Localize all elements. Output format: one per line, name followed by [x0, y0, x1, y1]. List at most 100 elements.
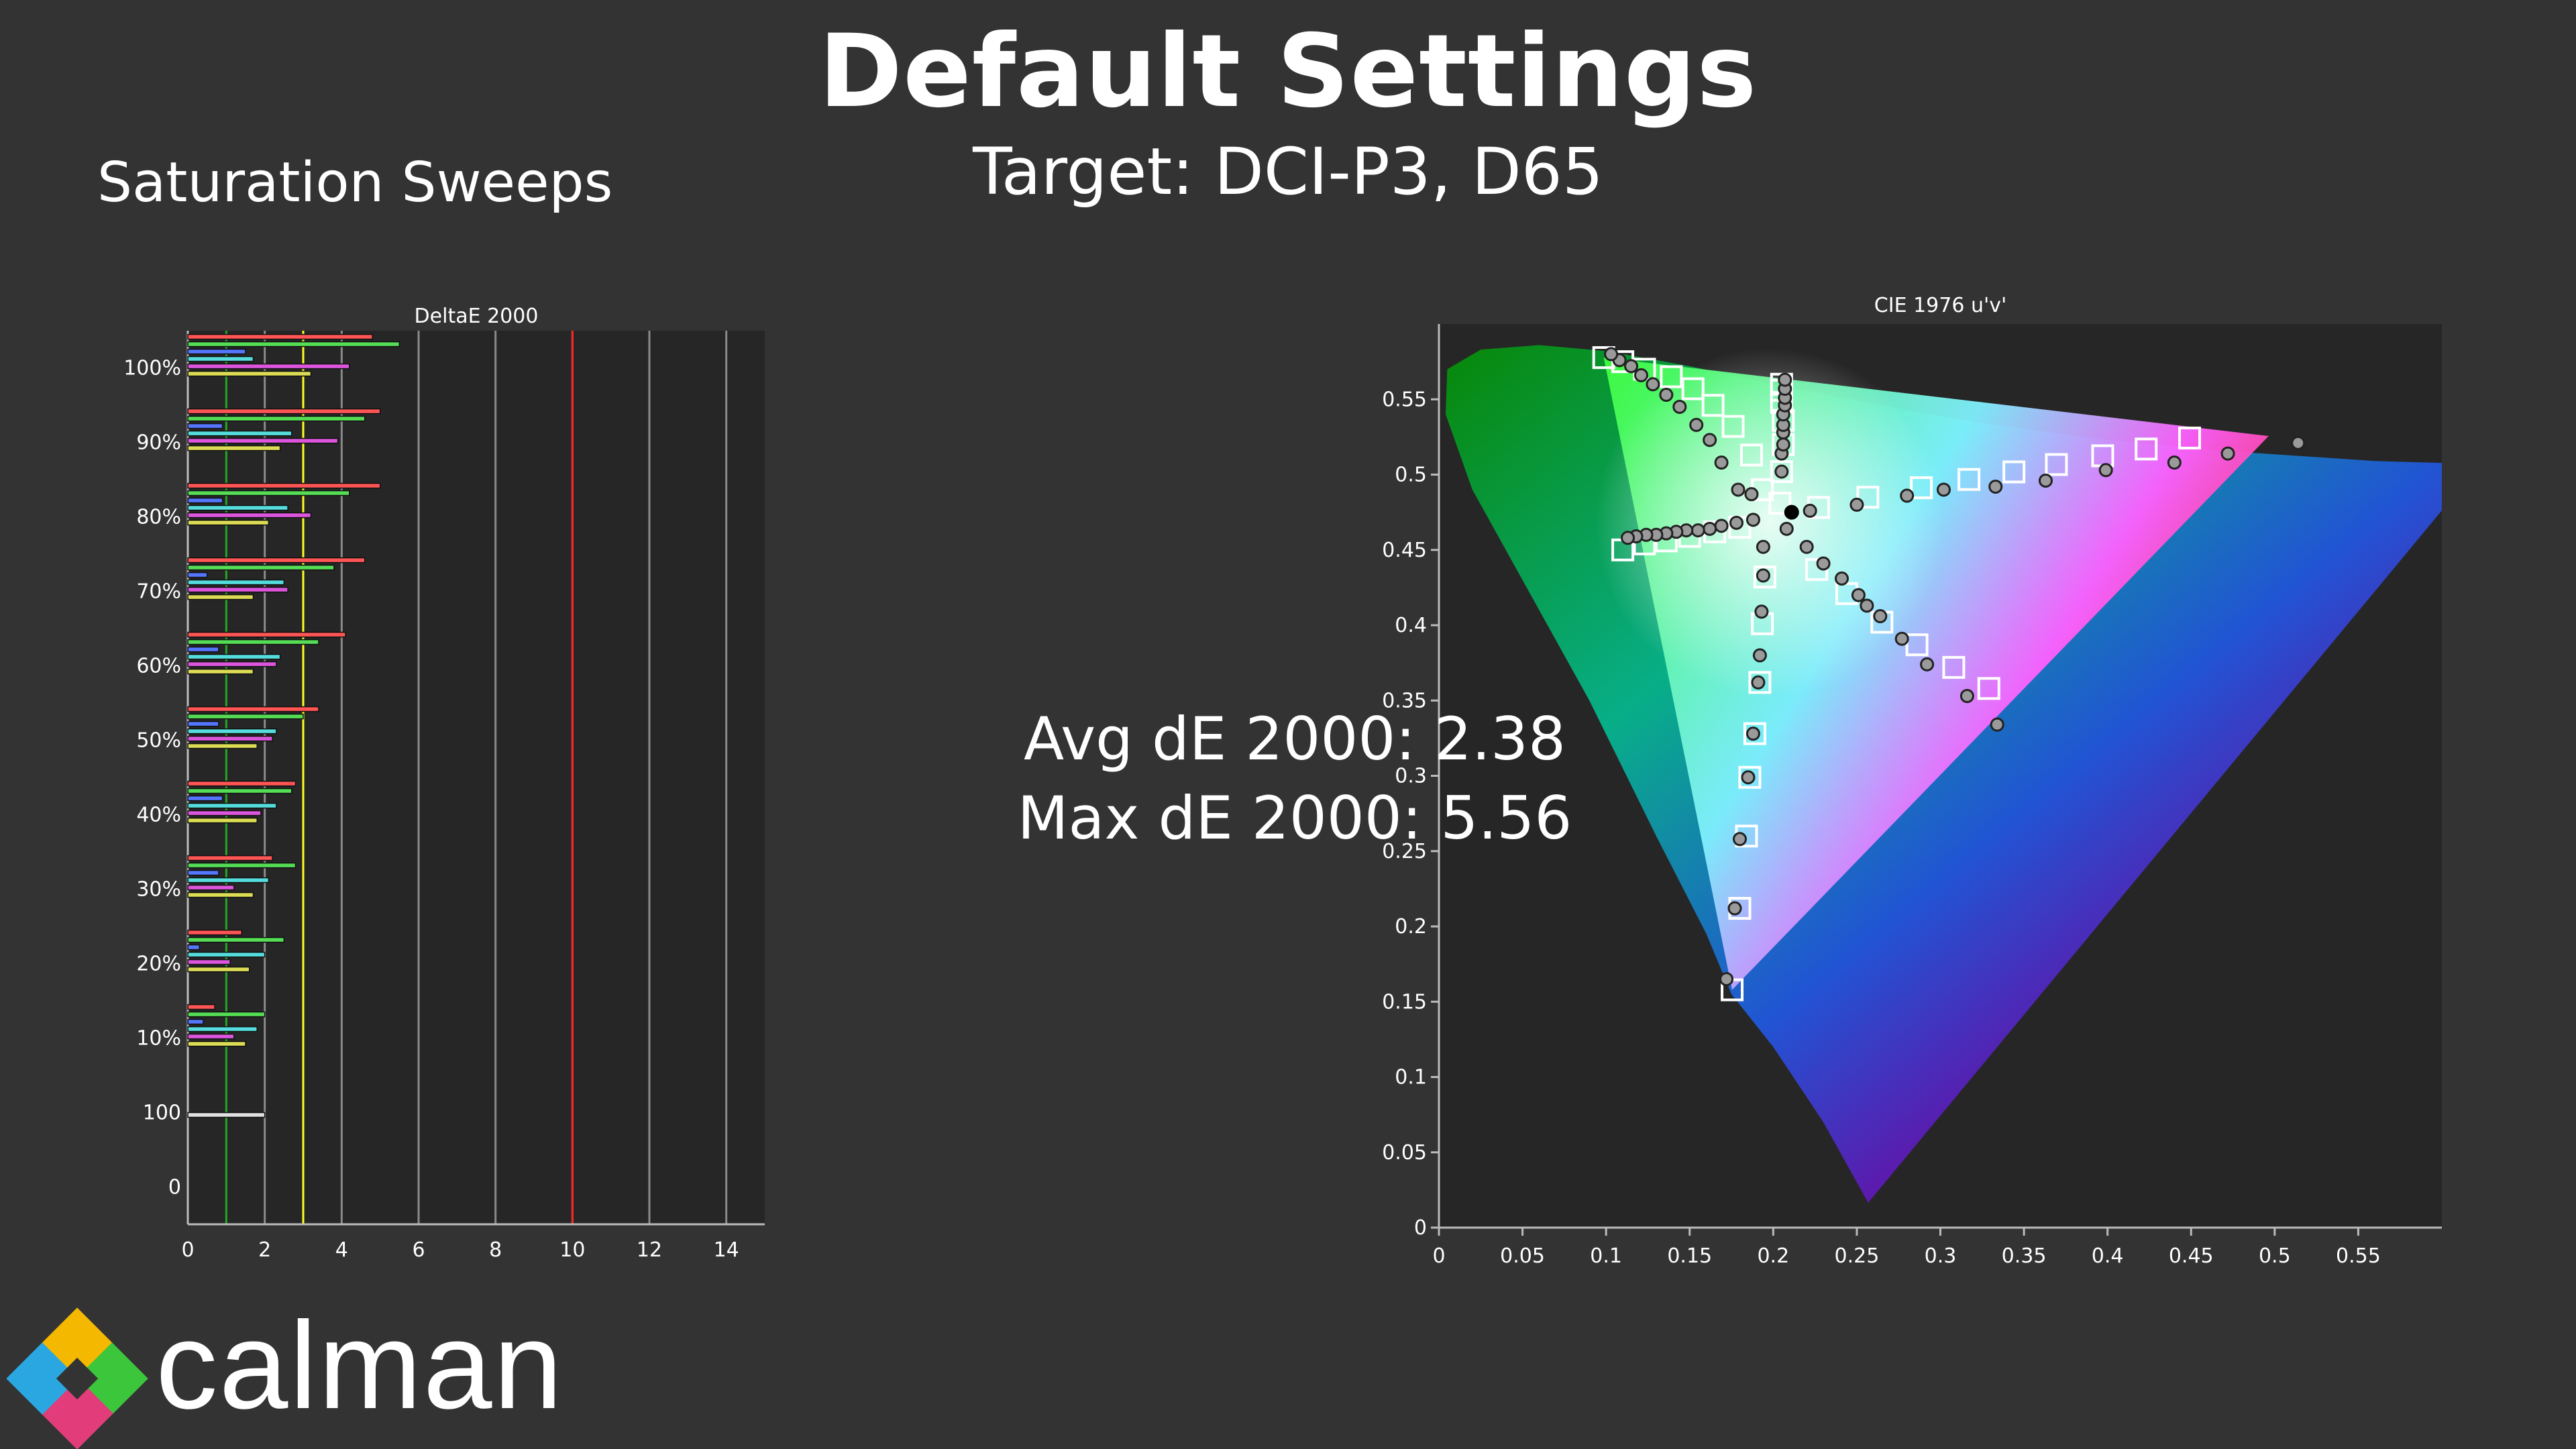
x-tick-label: 14 [714, 1238, 739, 1262]
target-square [1753, 566, 1776, 589]
x-tick-label: 0.15 [1667, 1244, 1712, 1265]
deltae-bar [187, 512, 312, 519]
x-tick-label: 8 [489, 1238, 502, 1262]
deltae-bar [187, 572, 208, 578]
measured-point [1690, 523, 1705, 538]
measured-point [1936, 482, 1951, 497]
measured-point [2167, 455, 2182, 470]
measured-point [1756, 539, 1770, 554]
target-square [1660, 365, 1683, 388]
deltae-bar [187, 490, 350, 496]
measured-point [2098, 463, 2113, 478]
measured-point [1751, 675, 1766, 690]
x-tick-label: 0 [181, 1238, 194, 1262]
measured-point [1849, 497, 1864, 512]
x-tick-label: 0.35 [2002, 1244, 2047, 1265]
measured-point [1988, 479, 2003, 494]
avg-de-stat: Avg dE 2000: 2.38 [1024, 704, 1566, 773]
deltae-bar [187, 363, 350, 370]
deltae-bar [187, 1026, 258, 1032]
deltae-bar [187, 944, 200, 951]
y-tick-label: 0.1 [1395, 1066, 1427, 1089]
measured-point [1604, 347, 1619, 362]
deltae-bar-chart: DeltaE 2000 0 2 4 6 8 10 12 14 0 100 10% 20% 30% 40% 50… [123, 305, 765, 1262]
deltae-bar [187, 408, 381, 415]
y-tick-label: 30% [136, 878, 181, 902]
deltae-bar [187, 869, 219, 876]
y-tick-label: 100 [143, 1102, 181, 1125]
measured-point [1756, 568, 1770, 583]
deltae-bar [187, 735, 273, 742]
y-tick-label: 0 [168, 1176, 181, 1199]
deltae-bar [187, 668, 254, 675]
x-tick-label: 0.3 [1925, 1244, 1957, 1265]
measured-point [1703, 521, 1717, 536]
gamut-group [1445, 345, 2442, 1203]
x-tick-label: 12 [637, 1238, 662, 1262]
x-tick-label: 6 [412, 1238, 425, 1262]
deltae-bar [187, 720, 219, 727]
x-tick-label: 0.4 [2092, 1244, 2124, 1265]
deltae-bar [187, 445, 281, 451]
y-tick-label: 0.35 [1382, 689, 1427, 712]
deltae-bar [187, 892, 254, 898]
x-tick-label: 0.5 [2259, 1244, 2291, 1265]
target-square [1748, 671, 1772, 694]
measured-point [1754, 604, 1769, 619]
target-square [2135, 437, 2158, 461]
measured-white-point [1784, 504, 1799, 520]
deltae-bar [187, 1011, 266, 1018]
measured-point [1900, 488, 1915, 503]
deltae-bar [187, 564, 335, 571]
measured-point [1719, 972, 1734, 987]
target-square [1738, 765, 1762, 789]
measured-point [1733, 832, 1747, 847]
target-square [2178, 426, 2202, 449]
deltae-bar [187, 356, 254, 362]
measured-point [1779, 521, 1794, 536]
deltae-bar [187, 1040, 246, 1047]
measured-point [1727, 901, 1742, 916]
target-square [2002, 460, 2026, 484]
deltae-bar [187, 333, 373, 340]
measured-point [1894, 631, 1909, 646]
chart-title: DeltaE 2000 [415, 305, 539, 328]
y-tick-label: 70% [136, 580, 181, 604]
y-tick-label: 0 [1414, 1216, 1427, 1240]
target-square [1856, 486, 1880, 509]
deltae-bar [187, 639, 319, 645]
deltae-bar [187, 951, 266, 958]
measured-point [1774, 464, 1789, 479]
measured-point [1689, 417, 1704, 432]
deltae-bar [187, 810, 262, 816]
measured-point [1752, 648, 1767, 663]
deltae-bar [187, 884, 235, 891]
y-tick-label: 0.3 [1395, 765, 1427, 788]
x-tick-label: 0 [1432, 1244, 1445, 1265]
y-tick-label: 80% [136, 506, 181, 529]
measured-point [1920, 657, 1935, 672]
y-tick-label: 100% [123, 357, 181, 380]
y-tick-label: 0.4 [1395, 614, 1427, 637]
deltae-bar [187, 966, 250, 973]
x-tick-label: 0.2 [1757, 1244, 1789, 1265]
max-de-stat: Max dE 2000: 5.56 [1017, 784, 1572, 853]
cie-chart: CIE 1976 u'v' 0 0.05 0.1 0.15 0.2 0.25 0.3 0.35 0… [1382, 294, 2442, 1265]
measured-point [1703, 433, 1717, 447]
target-square [1770, 460, 1793, 484]
deltae-bar [187, 929, 243, 936]
deltae-bar [187, 1018, 204, 1025]
deltae-bar [187, 959, 231, 965]
y-tick-label: 0.5 [1395, 464, 1427, 487]
measured-point [1672, 399, 1687, 414]
deltae-bar [187, 877, 270, 883]
x-tick-label: 4 [335, 1238, 348, 1262]
plot-area [188, 331, 765, 1224]
target-subtitle: Target: DCI-P3, D65 [973, 134, 1603, 209]
deltae-bar [187, 370, 312, 377]
y-tick-label: 0.25 [1382, 840, 1427, 863]
deltae-bar [187, 1004, 215, 1010]
y-tick-label: 0.05 [1382, 1141, 1427, 1165]
x-tick-label: 0.55 [2336, 1244, 2381, 1265]
deltae-bar [187, 579, 285, 586]
